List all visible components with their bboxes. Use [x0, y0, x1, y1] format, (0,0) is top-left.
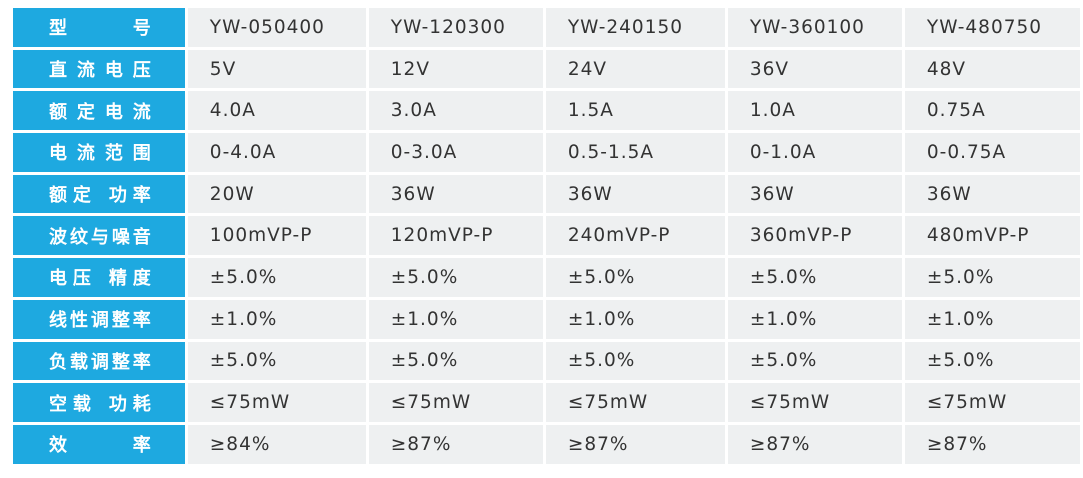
table-cell: ±5.0%	[904, 258, 1080, 297]
table-cell: ±5.0%	[727, 341, 902, 381]
table-row: 线性调整率 ±1.0% ±1.0% ±1.0% ±1.0% ±1.0%	[13, 299, 1080, 339]
table-cell: ±5.0%	[368, 258, 543, 297]
table-row: 波纹与噪音 100mVP-P 120mVP-P 240mVP-P 360mVP-P 480…	[13, 216, 1080, 256]
table-cell: ±5.0%	[368, 341, 543, 381]
table-cell: 36V	[727, 49, 902, 89]
table-row: 效 率 ≥84% ≥87% ≥87% ≥87% ≥87%	[13, 424, 1080, 464]
table-cell: YW-120300	[368, 8, 543, 47]
table-cell: ≥87%	[904, 424, 1080, 464]
table-cell: 36W	[727, 174, 902, 214]
table-cell: 0-0.75A	[904, 133, 1080, 172]
table-cell: YW-050400	[187, 8, 366, 47]
table-cell: 240mVP-P	[545, 216, 725, 256]
table-cell: 5V	[187, 49, 366, 89]
table-cell: 100mVP-P	[187, 216, 366, 256]
row-header: 型 号	[13, 8, 185, 47]
table-cell: 1.5A	[545, 91, 725, 131]
table-cell: 120mVP-P	[368, 216, 543, 256]
spec-table: 型 号 YW-050400 YW-120300 YW-240150 YW-360100 Y…	[10, 5, 1083, 467]
row-header: 额定 功率	[13, 174, 185, 214]
table-cell: 0-1.0A	[727, 133, 902, 172]
table-cell: 36W	[904, 174, 1080, 214]
table-cell: ±1.0%	[727, 299, 902, 339]
table-cell: ≥87%	[545, 424, 725, 464]
table-row: 电流范围 0-4.0A 0-3.0A 0.5-1.5A 0-1.0A 0-0.75A	[13, 133, 1080, 172]
table-cell: 3.0A	[368, 91, 543, 131]
table-cell: ±5.0%	[545, 341, 725, 381]
table-cell: ±5.0%	[904, 341, 1080, 381]
table-cell: 1.0A	[727, 91, 902, 131]
table-cell: ≥87%	[368, 424, 543, 464]
table-cell: ≤75mW	[187, 383, 366, 422]
table-cell: 0-3.0A	[368, 133, 543, 172]
table-row: 型 号 YW-050400 YW-120300 YW-240150 YW-360100 Y…	[13, 8, 1080, 47]
table-cell: 24V	[545, 49, 725, 89]
table-row: 负载调整率 ±5.0% ±5.0% ±5.0% ±5.0% ±5.0%	[13, 341, 1080, 381]
row-header: 波纹与噪音	[13, 216, 185, 256]
table-cell: ±5.0%	[187, 258, 366, 297]
table-row: 电压 精度 ±5.0% ±5.0% ±5.0% ±5.0% ±5.0%	[13, 258, 1080, 297]
table-cell: YW-480750	[904, 8, 1080, 47]
table-cell: ±5.0%	[727, 258, 902, 297]
table-cell: 480mVP-P	[904, 216, 1080, 256]
table-row: 额定电流 4.0A 3.0A 1.5A 1.0A 0.75A	[13, 91, 1080, 131]
table-cell: 0.5-1.5A	[545, 133, 725, 172]
table-row: 直流电压 5V 12V 24V 36V 48V	[13, 49, 1080, 89]
table-cell: ±1.0%	[904, 299, 1080, 339]
table-cell: YW-240150	[545, 8, 725, 47]
table-body: 型 号 YW-050400 YW-120300 YW-240150 YW-360100 Y…	[13, 8, 1080, 464]
row-header: 负载调整率	[13, 341, 185, 381]
table-cell: ±1.0%	[368, 299, 543, 339]
row-header: 电流范围	[13, 133, 185, 172]
table-row: 额定 功率 20W 36W 36W 36W 36W	[13, 174, 1080, 214]
table-cell: 4.0A	[187, 91, 366, 131]
table-cell: ≥87%	[727, 424, 902, 464]
row-header: 直流电压	[13, 49, 185, 89]
table-cell: 0-4.0A	[187, 133, 366, 172]
row-header: 额定电流	[13, 91, 185, 131]
row-header: 线性调整率	[13, 299, 185, 339]
table-cell: 36W	[545, 174, 725, 214]
table-cell: 360mVP-P	[727, 216, 902, 256]
table-cell: 48V	[904, 49, 1080, 89]
table-cell: 20W	[187, 174, 366, 214]
table-cell: ±5.0%	[187, 341, 366, 381]
table-row: 空载 功耗 ≤75mW ≤75mW ≤75mW ≤75mW ≤75mW	[13, 383, 1080, 422]
table-cell: ≤75mW	[368, 383, 543, 422]
table-cell: 0.75A	[904, 91, 1080, 131]
table-cell: ≤75mW	[545, 383, 725, 422]
table-cell: 36W	[368, 174, 543, 214]
row-header: 空载 功耗	[13, 383, 185, 422]
table-cell: ±5.0%	[545, 258, 725, 297]
row-header: 效 率	[13, 424, 185, 464]
table-cell: ±1.0%	[545, 299, 725, 339]
table-cell: ≤75mW	[727, 383, 902, 422]
table-cell: ≥84%	[187, 424, 366, 464]
table-cell: ±1.0%	[187, 299, 366, 339]
table-cell: ≤75mW	[904, 383, 1080, 422]
table-cell: 12V	[368, 49, 543, 89]
row-header: 电压 精度	[13, 258, 185, 297]
table-cell: YW-360100	[727, 8, 902, 47]
